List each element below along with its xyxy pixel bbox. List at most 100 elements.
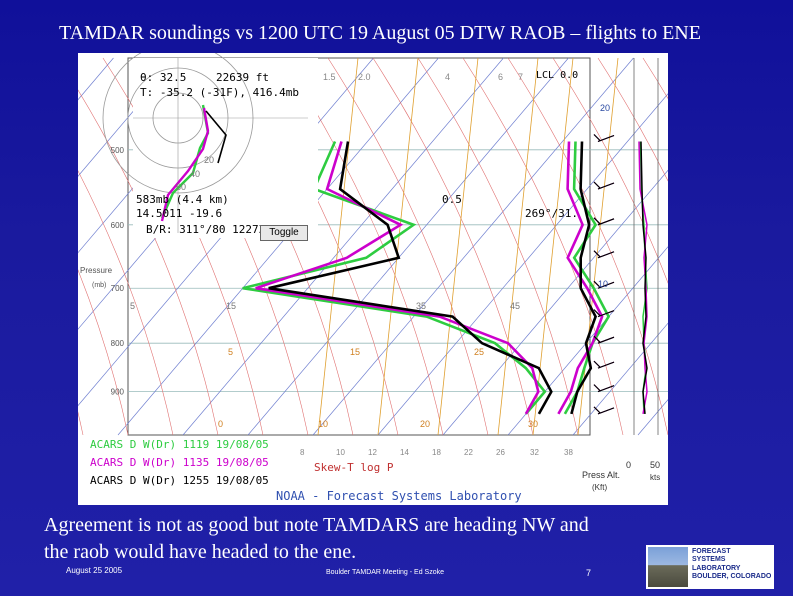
isotherm-line: [572, 322, 668, 436]
pressure-tick-label: 900: [111, 388, 125, 397]
temp-readout: T: -35.2 (-31F), 416.4mb: [140, 86, 299, 99]
footer-meeting: Boulder TAMDAR Meeting - Ed Szoke: [326, 569, 445, 576]
temp-dew-readout: 14.5011 -19.6: [136, 207, 222, 220]
speed-tick: 0: [626, 460, 631, 470]
fsl-logo: FORECAST SYSTEMS LABORATORY BOULDER, COL…: [646, 545, 774, 589]
isotherm-line: [117, 57, 439, 436]
plot-frame: [127, 57, 591, 436]
mixing-top-label: 1.5: [323, 72, 336, 82]
dry-adiabat: [327, 57, 489, 436]
press-alt-label: Press Alt.: [582, 470, 620, 480]
isotherm-label: 5: [130, 301, 135, 311]
mountain-icon: [648, 547, 688, 587]
mixing-bottom-label: 22: [464, 448, 473, 457]
pressure-axis-label: Pressure: [80, 266, 113, 275]
wind-barb: [593, 134, 615, 143]
hodograph-ring-label: 60: [176, 182, 186, 192]
pressure-tick-label: 800: [111, 339, 125, 348]
series-dew-line: [268, 141, 553, 415]
hodograph-trace: [160, 107, 210, 222]
isotherm-line: [507, 246, 668, 436]
mixing-bottom-label: 8: [300, 448, 305, 457]
wind-dir-readout: 269°/31.: [525, 207, 578, 220]
isotherm-label: 0: [218, 419, 223, 429]
legend-entry: ACARS D W(Dr) 1135 19/08/05: [90, 456, 269, 469]
dry-adiabat: [78, 89, 219, 436]
dry-adiabat: [552, 57, 668, 284]
mixing-top-label: 7: [518, 72, 523, 82]
lcl-label: LCL 0.0: [536, 70, 578, 81]
wind-barb: [593, 406, 615, 415]
wind-barb: [593, 384, 615, 393]
isotherm-label: 45: [510, 301, 520, 311]
dry-adiabat: [372, 57, 534, 436]
pressure-axis-unit: (mb): [92, 282, 106, 289]
logo-text: FORECAST SYSTEMS LABORATORY BOULDER, COL…: [692, 548, 771, 582]
footer-date: August 25 2005: [66, 566, 123, 575]
dry-adiabat: [597, 57, 668, 182]
isotherm-line: [182, 57, 504, 436]
wind-speed-line: [638, 141, 648, 415]
pressure-tick-label: 500: [111, 146, 125, 155]
wind-barb: [593, 181, 615, 190]
isotherm-label: 25: [474, 347, 484, 357]
page-number: 7: [586, 568, 592, 578]
isotherm-label: 10: [318, 419, 328, 429]
mixing-bottom-label: 14: [400, 448, 409, 457]
series-temp-line: [570, 141, 598, 415]
hodograph-ring-label: 20: [204, 155, 214, 165]
mixing-bottom-label: 32: [530, 448, 539, 457]
wind-barb: [593, 360, 615, 369]
mixing-ratio-line: [497, 57, 539, 436]
height-readout: 22639 ft: [216, 71, 269, 84]
isotherm-line: [247, 57, 569, 436]
mixing-top-label: 2.0: [358, 72, 371, 82]
mixing-bottom-label: 26: [496, 448, 505, 457]
isotherm-label: 30: [528, 419, 538, 429]
legend-entry: ACARS D W(Dr) 1255 19/08/05: [90, 474, 269, 487]
wind-barb: [593, 217, 615, 226]
wind-barb: [593, 280, 615, 289]
toggle-button[interactable]: Toggle: [260, 225, 308, 241]
wind-readout: B/R: 311°/80 1227Z: [146, 223, 266, 236]
x-axis-label: Skew-T log P: [314, 461, 394, 474]
pressure-tick-label: 700: [111, 284, 125, 293]
slide-caption: Agreement is not as good but note TAMDAR…: [44, 512, 684, 566]
wind-barb: [593, 309, 615, 318]
skewt-figure: 500 600 700 800 900 Pressure (mb) 1.5 2.0 4 6 7 LCL …: [78, 53, 668, 505]
speed-unit: kts: [650, 473, 660, 482]
mixing-ratio-line: [577, 57, 619, 436]
isotherm-label: 35: [416, 301, 426, 311]
mixing-top-label: 4: [445, 72, 450, 82]
isotherm-line: [377, 93, 668, 436]
press-alt-unit: (Kft): [592, 483, 607, 492]
dry-adiabat: [462, 57, 624, 436]
isotherm-line: [78, 57, 179, 177]
theta-readout: θ: 32.5: [140, 71, 186, 84]
caption-line-1: Agreement is not as good but note TAMDAR…: [44, 514, 589, 536]
logo-line: LABORATORY: [692, 564, 741, 572]
series-temp-line: [557, 141, 604, 415]
isotherm-label: 15: [226, 301, 236, 311]
hodograph: [102, 53, 318, 238]
cursor-value: 0.5: [442, 193, 462, 206]
mixing-bottom-label: 38: [564, 448, 573, 457]
mixing-ratio-line: [437, 57, 479, 436]
logo-line: BOULDER, COLORADO: [692, 573, 772, 581]
mixing-ratio-line: [377, 57, 419, 436]
mixing-bottom-label: 10: [336, 448, 345, 457]
mixing-top-label: 6: [498, 72, 503, 82]
dry-adiabat: [78, 170, 174, 436]
hodograph-trace: [205, 110, 227, 164]
mixing-bottom-label: 18: [432, 448, 441, 457]
slide-title: TAMDAR soundings vs 1200 UTC 19 August 0…: [59, 22, 701, 44]
isotherm-label: 20: [420, 419, 430, 429]
hodograph-ring-label: 40: [190, 169, 200, 179]
isotherm-label: 15: [350, 347, 360, 357]
isotherm-label: 5: [228, 347, 233, 357]
height-label: 10: [598, 279, 608, 289]
height-label: 20: [600, 103, 610, 113]
logo-line: FORECAST: [692, 548, 731, 555]
pressure-tick-label: 600: [111, 221, 125, 230]
